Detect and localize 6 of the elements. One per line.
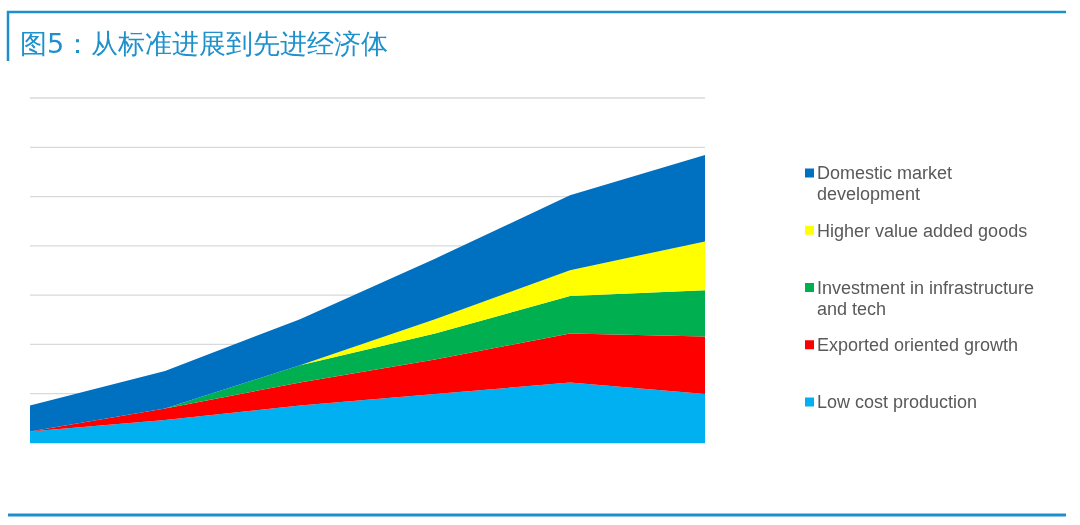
legend-label: Exported oriented growth [817,335,1019,356]
legend-label: Higher value added goods [817,220,1028,241]
legend-label: Investment in infrastructure and tech [817,277,1035,319]
legend-label: Low cost production [817,392,978,413]
legend-label: Domestic market development [817,163,953,205]
chart-title: 图5：从标准进展到先进经济体 [20,28,389,59]
